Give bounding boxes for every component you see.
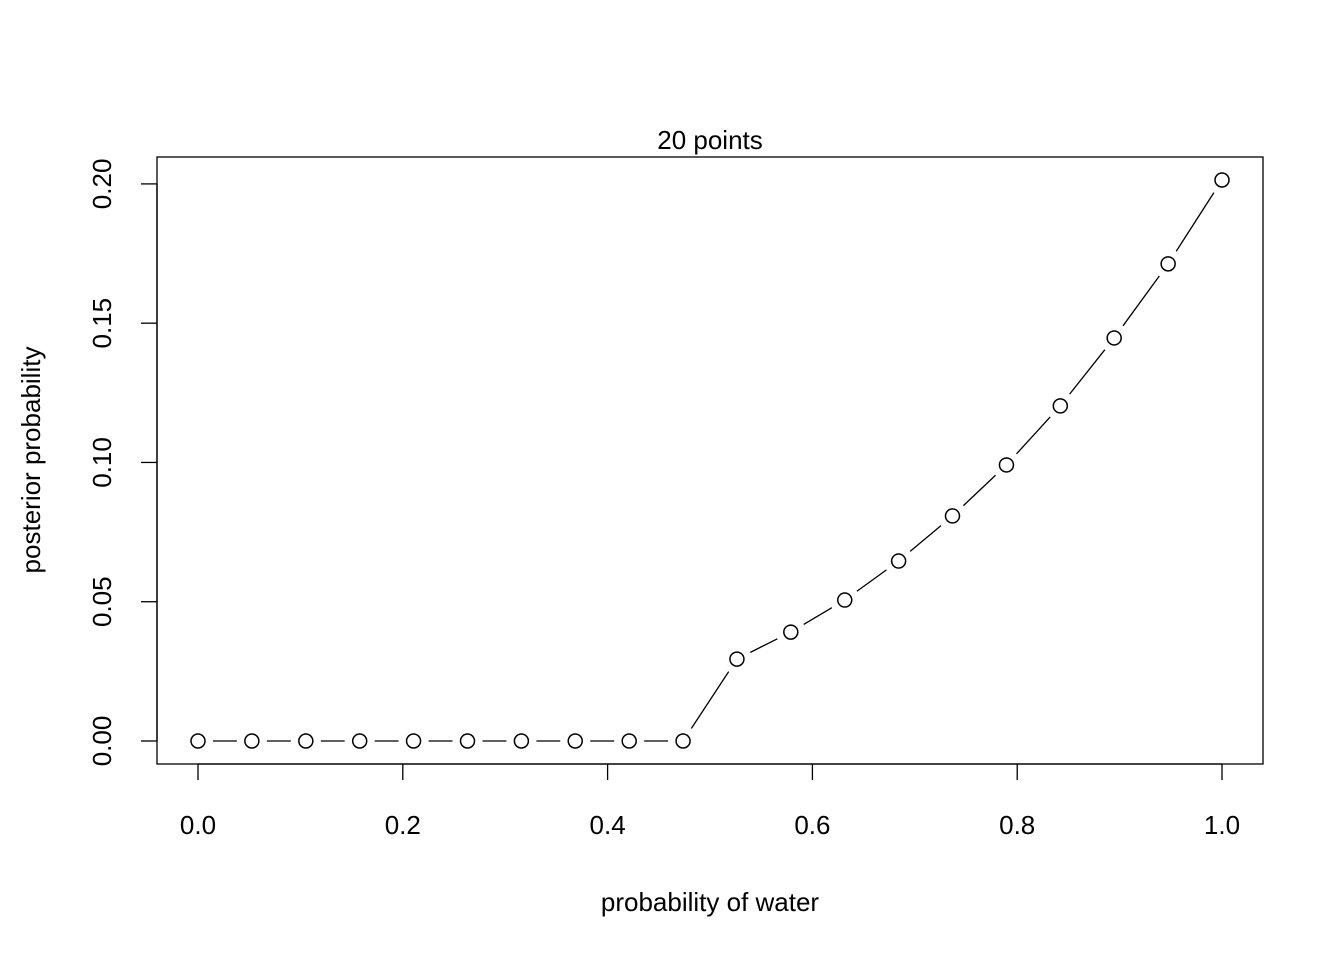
data-point <box>1214 172 1230 188</box>
series-segment <box>1122 275 1160 327</box>
data-point <box>621 733 637 749</box>
series-segment <box>690 671 730 729</box>
y-axis-label: posterior probability <box>16 347 46 574</box>
data-point <box>944 508 961 524</box>
y-tick-label: 0.05 <box>87 576 117 627</box>
series <box>190 172 1230 749</box>
x-tick-label: 0.4 <box>590 810 626 840</box>
series-segment <box>962 474 996 507</box>
data-point <box>351 733 368 749</box>
data-point <box>567 733 583 749</box>
data-point <box>729 651 745 667</box>
x-tick-label: 0.2 <box>385 810 421 840</box>
data-point <box>1160 256 1176 272</box>
x-tick-label: 0.0 <box>180 810 216 840</box>
x-axis: 0.0 0.2 0.4 0.6 0.8 1.0 <box>180 763 1240 840</box>
series-segment <box>1175 192 1215 252</box>
data-point <box>783 624 799 640</box>
chart-title: 20 points <box>657 125 763 155</box>
data-point <box>890 553 907 569</box>
data-point <box>405 733 422 749</box>
x-tick-label: 0.8 <box>999 810 1035 840</box>
series-segment <box>750 638 778 653</box>
data-point <box>459 733 476 749</box>
series-segment <box>856 569 887 592</box>
data-point <box>298 733 314 749</box>
x-axis-label: probability of water <box>601 887 820 917</box>
data-point <box>837 592 853 608</box>
x-tick-label: 1.0 <box>1204 810 1240 840</box>
data-point <box>1052 398 1069 414</box>
data-point <box>675 733 691 749</box>
series-segment <box>909 525 942 552</box>
series-segment <box>1016 416 1051 455</box>
y-tick-label: 0.15 <box>87 298 117 349</box>
data-point <box>1106 330 1122 346</box>
y-tick-label: 0.00 <box>87 716 117 767</box>
y-tick-label: 0.10 <box>87 437 117 488</box>
data-point <box>244 733 260 749</box>
series-segment <box>803 607 833 625</box>
x-tick-label: 0.6 <box>794 810 830 840</box>
data-point <box>190 733 206 749</box>
series-segment <box>1069 349 1106 395</box>
y-tick-label: 0.20 <box>87 159 117 210</box>
data-point <box>998 457 1015 473</box>
plot-frame <box>156 156 1264 765</box>
data-point <box>513 733 530 749</box>
y-axis: 0.00 0.05 0.10 0.15 0.20 <box>87 159 158 767</box>
